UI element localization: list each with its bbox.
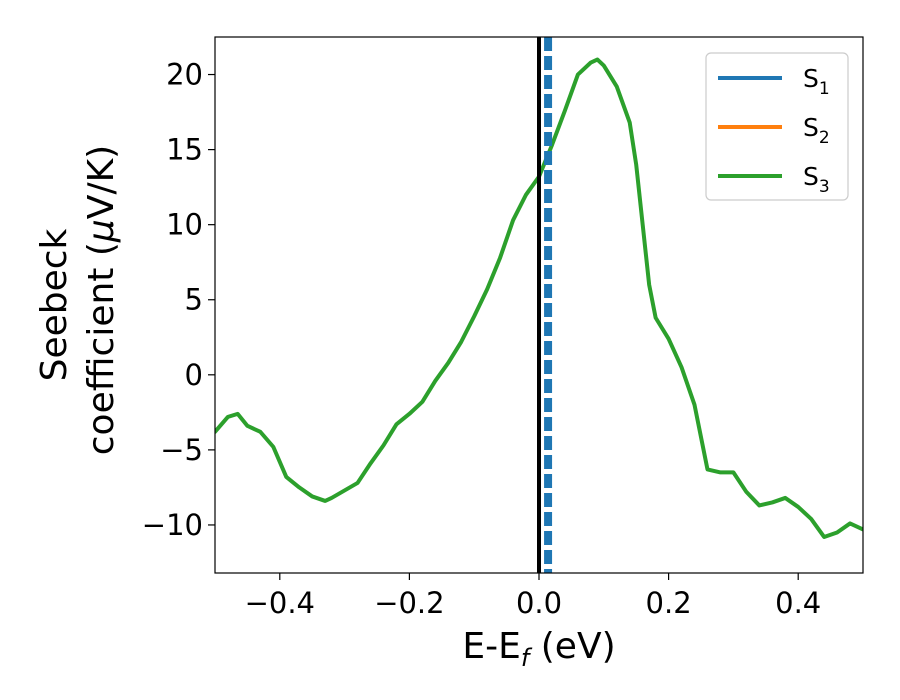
y-tick-label: −5 — [160, 433, 203, 467]
legend: S1 S2 S3 — [705, 52, 849, 201]
y-axis-label-line2: coefficient (μV/K) — [81, 145, 122, 455]
x-tick-label: 0.2 — [646, 586, 692, 620]
x-tick-label: 0.4 — [775, 586, 821, 620]
y-axis-label-pre: coefficient ( — [81, 242, 122, 455]
x-tick-label: −0.2 — [374, 586, 444, 620]
y-axis-label-line1: Seebeck — [34, 228, 75, 381]
y-tick-label: 15 — [166, 133, 203, 167]
y-axis-label-post: V/K) — [81, 145, 122, 219]
y-tick-label: 5 — [185, 283, 203, 317]
y-tick-label: 20 — [166, 58, 203, 92]
legend-label: S3 — [803, 162, 830, 197]
y-axis-label-mu: μ — [81, 219, 122, 243]
x-axis-label-main: E-E — [462, 626, 520, 667]
x-tick-label: 0.0 — [516, 586, 562, 620]
legend-label: S1 — [803, 64, 830, 99]
legend-label: S2 — [803, 113, 830, 148]
y-axis-ticks: −10 −5 0 5 10 15 20 — [142, 58, 215, 542]
x-axis-label: E-Ef (eV) — [462, 626, 615, 672]
x-axis-label-unit: (eV) — [529, 626, 615, 667]
y-tick-label: −10 — [142, 508, 203, 542]
x-axis-ticks: −0.4 −0.2 0.0 0.2 0.4 — [245, 573, 821, 620]
y-tick-label: 10 — [166, 208, 203, 242]
x-tick-label: −0.4 — [245, 586, 315, 620]
plot-area — [215, 37, 863, 573]
y-tick-label: 0 — [185, 358, 203, 392]
